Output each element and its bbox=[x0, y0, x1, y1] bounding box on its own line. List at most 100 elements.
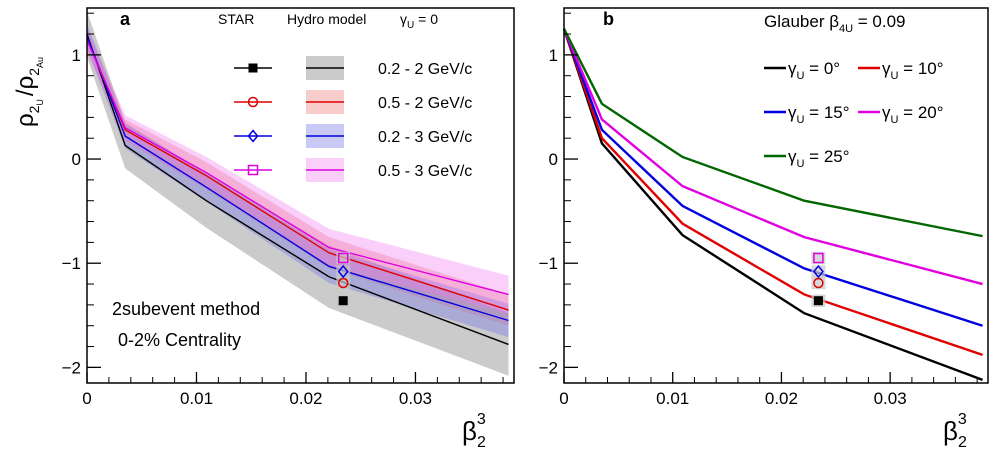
panel-a-ticks: 0 0.01 0.02 0.03 −2 −1 0 1 bbox=[62, 12, 504, 408]
y-tick-label: 0 bbox=[72, 150, 81, 169]
panel-b: 0 0.01 0.02 0.03 −2 −1 0 1 b Glauber β4U = 0.09… bbox=[539, 7, 989, 451]
panel-a-label: a bbox=[120, 9, 131, 29]
legend-label-2: 0.2 - 3 GeV/c bbox=[378, 129, 472, 146]
panel-b-frame bbox=[563, 7, 989, 384]
b-star-syst-box-3 bbox=[811, 251, 826, 265]
hydro-band-2 bbox=[87, 23, 509, 338]
glauber-legend-label-4: γU = 25° bbox=[788, 147, 850, 170]
panel-b-legend: γU = 0° γU = 10°γU = 15° γU = 20°γU = 25° bbox=[764, 59, 944, 170]
y-tick-label: 1 bbox=[72, 46, 81, 65]
x-label-sup: 3 bbox=[477, 411, 486, 428]
star-point-2 bbox=[337, 264, 349, 279]
y-tick-label: −1 bbox=[539, 254, 558, 273]
y-label-num: ρ bbox=[12, 113, 39, 127]
hydro-band-3 bbox=[87, 27, 509, 314]
panel-a-y-axis-label: ρ2U/ρ2Au bbox=[12, 57, 45, 127]
y-label-den-sub: 2 bbox=[26, 68, 42, 76]
y-label-num-sub: 2 bbox=[26, 105, 42, 113]
annotation-centrality: 0-2% Centrality bbox=[118, 330, 241, 350]
legend-header-gamma: γU = 0 bbox=[400, 11, 438, 31]
hydro-line-0 bbox=[86, 33, 509, 346]
panel-a-star-points bbox=[336, 251, 351, 307]
b-star-syst-box-2 bbox=[811, 265, 826, 278]
panel-a-lines bbox=[86, 33, 509, 346]
hydro-band-0 bbox=[87, 11, 509, 376]
y-axis-label-text: ρ2U/ρ2Au bbox=[12, 57, 45, 127]
panel-a-frame bbox=[86, 7, 515, 384]
x-tick-label: 0 bbox=[559, 389, 568, 408]
legend-header-gamma-symbol: γ bbox=[400, 11, 407, 27]
star-point-1 bbox=[337, 277, 349, 289]
x-label-beta: β bbox=[462, 416, 477, 446]
b-star-point-2 bbox=[812, 264, 824, 279]
y-tick-label: −2 bbox=[539, 358, 558, 377]
y-label-den: ρ bbox=[12, 76, 39, 90]
y-label-den-subsub: Au bbox=[35, 57, 45, 68]
glauber-legend-gamma: γ bbox=[788, 103, 797, 122]
legend-star-marker-0 bbox=[248, 63, 258, 73]
panel-a-x-axis-label: β2 3 bbox=[462, 411, 486, 451]
glauber-legend-label-3: γU = 20° bbox=[882, 103, 944, 126]
glauber-legend-value: = 20° bbox=[898, 103, 943, 122]
x-tick-label: 0.02 bbox=[765, 389, 798, 408]
legend-header-star: STAR bbox=[218, 11, 254, 27]
star-point-0 bbox=[338, 296, 348, 306]
glauber-line-1 bbox=[562, 28, 983, 357]
y-label-num-subsub: U bbox=[35, 99, 45, 106]
glauber-legend-sub: U bbox=[797, 114, 805, 126]
b-star-point-0 bbox=[813, 296, 823, 306]
glauber-legend-gamma: γ bbox=[882, 103, 891, 122]
x-label-sub: 2 bbox=[477, 434, 486, 451]
y-tick-label: −2 bbox=[62, 358, 81, 377]
glauber-legend-value: = 0° bbox=[804, 59, 840, 78]
glauber-legend-gamma: γ bbox=[788, 59, 797, 78]
glauber-legend-sub: U bbox=[891, 114, 899, 126]
x-label-sub-b: 2 bbox=[958, 434, 967, 451]
panel-b-title-prefix: Glauber β bbox=[764, 12, 839, 31]
y-tick-label: 0 bbox=[549, 150, 558, 169]
y-label-slash: / bbox=[12, 89, 39, 96]
panel-b-lines bbox=[562, 28, 983, 381]
panel-b-star-points bbox=[811, 251, 826, 307]
x-tick-label: 0.01 bbox=[656, 389, 689, 408]
hydro-line-2 bbox=[86, 35, 509, 322]
b-star-point-1 bbox=[813, 277, 824, 289]
glauber-legend-sub: U bbox=[797, 158, 805, 170]
glauber-legend-gamma: γ bbox=[788, 147, 797, 166]
star-syst-box-3 bbox=[336, 251, 351, 265]
b-star-point-3 bbox=[813, 252, 824, 264]
glauber-line-2 bbox=[562, 28, 983, 327]
legend-star-marker-3 bbox=[247, 164, 259, 176]
legend-label-1: 0.5 - 2 GeV/c bbox=[378, 95, 472, 112]
panel-b-label: b bbox=[603, 9, 614, 29]
panel-a-legend: 0.2 - 2 GeV/c 0.5 - 2 GeV/c 0.2 - 3 GeV/c 0… bbox=[234, 56, 472, 182]
panel-b-ticks: 0 0.01 0.02 0.03 −2 −1 0 1 bbox=[539, 12, 978, 408]
panel-b-title: Glauber β4U = 0.09 bbox=[764, 12, 906, 35]
glauber-line-3 bbox=[562, 28, 983, 286]
glauber-legend-label-2: γU = 15° bbox=[788, 103, 850, 126]
panel-b-x-axis-label: β2 3 bbox=[943, 411, 967, 451]
x-tick-label: 0.03 bbox=[874, 389, 907, 408]
glauber-legend-sub: U bbox=[891, 70, 899, 82]
x-tick-label: 0.02 bbox=[289, 389, 322, 408]
legend-header-gamma-suffix: = 0 bbox=[414, 11, 438, 27]
glauber-line-0 bbox=[562, 28, 983, 381]
y-tick-label: 1 bbox=[549, 46, 558, 65]
glauber-legend-label-1: γU = 10° bbox=[882, 59, 944, 82]
glauber-legend-value: = 10° bbox=[898, 59, 943, 78]
panel-b-title-suffix: = 0.09 bbox=[853, 12, 905, 31]
legend-star-marker-1 bbox=[247, 96, 259, 108]
y-tick-label: −1 bbox=[62, 254, 81, 273]
hydro-line-3 bbox=[86, 40, 509, 296]
glauber-legend-value: = 25° bbox=[804, 147, 849, 166]
glauber-legend-label-0: γU = 0° bbox=[788, 59, 840, 82]
star-syst-box-2 bbox=[336, 265, 351, 278]
panel-b-title-sub: 4U bbox=[839, 23, 853, 35]
legend-header-hydro: Hydro model bbox=[287, 11, 366, 27]
panel-a: 0 0.01 0.02 0.03 −2 −1 0 1 a STAR Hydro model γ… bbox=[12, 7, 515, 451]
x-tick-label: 0.03 bbox=[399, 389, 432, 408]
legend-header-gamma-sub: U bbox=[407, 20, 414, 31]
legend-label-3: 0.5 - 3 GeV/c bbox=[378, 163, 472, 180]
legend-star-marker-2 bbox=[247, 129, 259, 143]
